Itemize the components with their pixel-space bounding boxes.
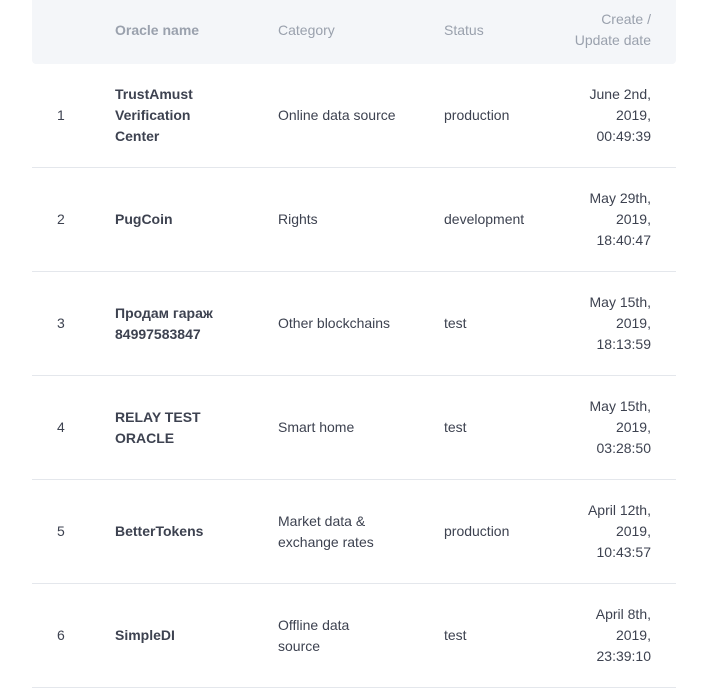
table-row[interactable]: 6 SimpleDI Offline data source test April 8th… — [32, 584, 676, 688]
oracle-date-line: 10:43:57 — [596, 544, 652, 560]
oracle-name-line: Verification — [115, 107, 191, 123]
oracle-category-line: source — [278, 637, 321, 654]
oracle-status: production — [444, 107, 510, 123]
header-category[interactable]: Category — [278, 21, 335, 38]
oracle-name[interactable]: PugCoin — [115, 168, 245, 271]
oracle-category: Offline data source — [278, 584, 418, 687]
header-create-update-date[interactable]: Create / Update date — [531, 0, 651, 64]
oracle-status: development — [444, 211, 525, 227]
oracle-name[interactable]: SimpleDI — [115, 584, 245, 687]
header-oracle-name[interactable]: Oracle name — [115, 21, 200, 38]
oracle-name-line: RELAY TEST — [115, 408, 201, 425]
oracles-table: Oracle name Category Status Create / Upd… — [32, 0, 676, 688]
oracle-category-line: Market data & — [278, 512, 366, 529]
oracle-name[interactable]: RELAY TEST ORACLE — [115, 376, 245, 479]
oracle-name[interactable]: BetterTokens — [115, 480, 245, 583]
oracle-category: Market data & exchange rates — [278, 480, 418, 583]
oracle-name-line: Продам гараж — [115, 304, 213, 321]
oracle-date-line: 18:13:59 — [596, 336, 652, 352]
oracle-category-line: exchange rates — [278, 533, 374, 550]
oracle-date: June 2nd, 2019, 00:49:39 — [531, 64, 652, 167]
oracle-date-line: 2019, — [615, 523, 651, 539]
row-number: 1 — [57, 107, 65, 123]
oracle-date: May 15th, 2019, 18:13:59 — [531, 272, 651, 375]
oracle-name-line: 84997583847 — [115, 325, 201, 342]
table-row[interactable]: 2 PugCoin Rights development May 29th, 2019, 1… — [32, 168, 676, 272]
oracle-date-line: 2019, — [615, 107, 651, 123]
oracle-date-line: 18:40:47 — [596, 232, 652, 248]
oracle-category: Rights — [278, 168, 418, 271]
oracle-date-line: May 15th, — [589, 294, 651, 310]
table-row[interactable]: 1 TrustAmust Verification Center Online data… — [32, 64, 676, 168]
oracle-date-line: June 2nd, — [589, 86, 652, 102]
row-number: 6 — [57, 627, 65, 643]
oracle-category-line: Online data source — [278, 107, 396, 123]
oracle-date-line: 2019, — [615, 627, 651, 643]
oracle-status: test — [444, 419, 467, 435]
oracle-name[interactable]: TrustAmust Verification Center — [115, 64, 245, 167]
oracle-category-line: Rights — [278, 211, 318, 227]
row-number: 2 — [57, 211, 65, 227]
oracle-date: April 8th, 2019, 23:39:10 — [531, 584, 651, 687]
oracle-category-line: Offline data — [278, 616, 350, 633]
table-body: 1 TrustAmust Verification Center Online data… — [32, 64, 676, 688]
oracle-category: Online data source — [278, 64, 418, 167]
oracle-category-line: Other blockchains — [278, 315, 391, 331]
oracle-date-line: 2019, — [615, 419, 651, 435]
oracle-date: May 29th, 2019, 18:40:47 — [531, 168, 651, 271]
table-header: Oracle name Category Status Create / Upd… — [32, 0, 676, 64]
oracle-date-line: 2019, — [615, 211, 651, 227]
oracle-status: test — [444, 627, 467, 643]
oracle-name-line: TrustAmust — [115, 86, 193, 102]
oracle-date-line: 03:28:50 — [596, 440, 652, 456]
oracle-name[interactable]: Продам гараж 84997583847 — [115, 272, 245, 375]
oracle-date-line: May 29th, — [589, 190, 651, 206]
oracle-date-line: 2019, — [615, 315, 651, 331]
header-date-line1: Create / — [601, 11, 651, 27]
oracle-name-line: PugCoin — [115, 211, 173, 227]
oracle-date-line: May 15th, — [589, 398, 651, 414]
oracle-category-line: Smart home — [278, 419, 355, 435]
oracle-category: Other blockchains — [278, 272, 418, 375]
oracle-name-line: ORACLE — [115, 429, 175, 446]
oracle-date-line: April 12th, — [587, 502, 651, 518]
oracle-date: May 15th, 2019, 03:28:50 — [531, 376, 651, 479]
oracle-date-line: April 8th, — [595, 606, 651, 622]
oracle-date: April 12th, 2019, 10:43:57 — [531, 480, 651, 583]
oracle-date-line: 23:39:10 — [596, 648, 652, 664]
oracle-name-line: SimpleDI — [115, 627, 175, 643]
table-row[interactable]: 4 RELAY TEST ORACLE Smart home test May 15th,… — [32, 376, 676, 480]
header-status[interactable]: Status — [444, 21, 484, 38]
oracle-status: test — [444, 315, 467, 331]
oracle-date-line: 00:49:39 — [596, 128, 652, 144]
oracle-status: production — [444, 523, 510, 539]
header-date-line2: Update date — [574, 32, 651, 48]
row-number: 3 — [57, 315, 65, 331]
oracle-category: Smart home — [278, 376, 418, 479]
oracle-name-line: Center — [115, 128, 160, 144]
row-number: 4 — [57, 419, 65, 435]
table-row[interactable]: 3 Продам гараж 84997583847 Other blockchain… — [32, 272, 676, 376]
row-number: 5 — [57, 523, 65, 539]
oracle-name-line: BetterTokens — [115, 523, 204, 539]
table-row[interactable]: 5 BetterTokens Market data & exchange rates… — [32, 480, 676, 584]
